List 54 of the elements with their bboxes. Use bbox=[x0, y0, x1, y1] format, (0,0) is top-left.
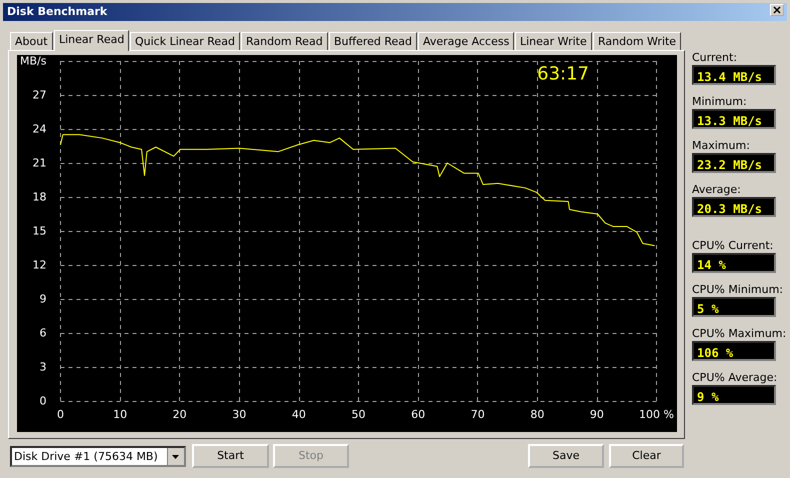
text: CPU% Current: bbox=[692, 238, 774, 253]
text: 14 % bbox=[692, 253, 776, 273]
x-tick-label: 40 bbox=[292, 408, 306, 421]
y-tick-label: 24 bbox=[32, 122, 46, 136]
text: CPU% Average: bbox=[692, 370, 778, 385]
y-tick-label: 0 bbox=[39, 394, 46, 408]
x-tick-label: 60 bbox=[411, 408, 426, 421]
text: Clear bbox=[609, 444, 684, 468]
x-tick-label: 50 bbox=[352, 408, 366, 421]
text: Minimum: bbox=[692, 94, 748, 109]
x-tick-label: 0 bbox=[56, 408, 64, 421]
text: 9 % bbox=[692, 385, 776, 405]
x-tick-label: 20 bbox=[172, 408, 187, 421]
x-tick-label: 80 bbox=[530, 408, 544, 421]
y-tick-label: 27 bbox=[32, 88, 46, 102]
text: Random Write bbox=[593, 32, 682, 50]
text: Maximum: bbox=[692, 138, 751, 153]
text: Buffered Read bbox=[329, 32, 418, 50]
y-tick-label: 21 bbox=[32, 156, 46, 170]
text: Current: bbox=[692, 50, 738, 65]
text: CPU% Maximum: bbox=[692, 326, 787, 341]
line-series bbox=[60, 134, 656, 246]
text: CPU% Minimum: bbox=[692, 282, 784, 297]
text: 13.3 MB/s bbox=[692, 109, 776, 129]
y-tick-label: 15 bbox=[32, 224, 46, 238]
text: Linear Read bbox=[54, 30, 130, 51]
text: Average: bbox=[692, 182, 742, 197]
text: Random Read bbox=[241, 32, 328, 50]
x-tick-label: 10 bbox=[113, 408, 128, 421]
text: Disk Drive #1 (75634 MB) bbox=[10, 446, 186, 467]
text: 13.4 MB/s bbox=[692, 65, 776, 85]
x-tick-label: 90 bbox=[590, 408, 604, 421]
y-tick-label: 6 bbox=[39, 326, 46, 340]
text: 23.2 MB/s bbox=[692, 153, 776, 173]
chart-title: Disk Benchmark bbox=[3, 3, 787, 21]
text: About bbox=[10, 32, 53, 50]
text: Save bbox=[528, 444, 604, 468]
y-tick-label: MB/s bbox=[20, 54, 47, 68]
y-tick-label: 3 bbox=[39, 360, 46, 374]
x-tick-label: 100 % bbox=[639, 408, 674, 421]
text: Average Access bbox=[418, 32, 514, 50]
y-tick-label: 12 bbox=[32, 258, 46, 272]
x-tick-label: 70 bbox=[470, 408, 485, 421]
text: Quick Linear Read bbox=[130, 32, 240, 50]
y-tick-label: 18 bbox=[32, 190, 46, 204]
y-tick-label: 9 bbox=[39, 292, 46, 306]
text: Start bbox=[192, 444, 269, 468]
text: 20.3 MB/s bbox=[692, 197, 776, 217]
annotation: 63:17 bbox=[537, 64, 589, 84]
text: 5 % bbox=[692, 297, 776, 317]
x-tick-label: 30 bbox=[232, 408, 246, 421]
text: Linear Write bbox=[515, 32, 592, 50]
text: 106 % bbox=[692, 341, 776, 361]
text: Stop bbox=[273, 444, 349, 468]
